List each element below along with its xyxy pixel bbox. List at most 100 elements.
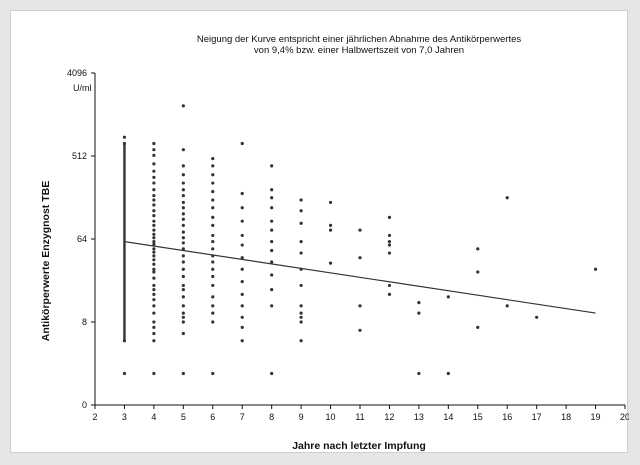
data-point (181, 304, 185, 308)
data-point (181, 320, 185, 324)
y-tick-label: 64 (77, 234, 87, 244)
data-point (328, 261, 333, 265)
data-point (387, 243, 392, 247)
data-point (211, 267, 215, 271)
data-point (270, 188, 274, 192)
data-point (211, 274, 215, 279)
data-point (152, 219, 156, 223)
data-point (240, 141, 244, 146)
data-point (240, 191, 244, 196)
data-point (181, 173, 185, 177)
data-point (387, 283, 392, 288)
data-point (152, 331, 156, 336)
chart-subtitle: von 9,4% bzw. einer Halbwertszeit von 7,… (254, 45, 464, 56)
data-point (122, 371, 127, 376)
data-point (358, 328, 362, 332)
data-point (299, 267, 303, 271)
data-point (181, 260, 185, 264)
data-point (181, 164, 185, 168)
data-point (152, 247, 156, 251)
data-point (152, 153, 156, 157)
data-point (240, 280, 244, 284)
data-point (299, 304, 303, 308)
x-tick-label: 13 (414, 412, 424, 422)
data-point (181, 230, 185, 234)
data-point (240, 292, 244, 296)
data-point (152, 148, 156, 152)
data-point (181, 283, 185, 288)
data-point (328, 200, 333, 205)
data-point (152, 175, 156, 179)
data-point (211, 198, 215, 202)
data-point (211, 223, 215, 227)
x-tick-label: 7 (240, 412, 245, 422)
x-tick-label: 4 (151, 412, 156, 422)
y-tick-label: 4096 (67, 68, 87, 78)
data-point (152, 239, 156, 244)
data-point (152, 254, 156, 258)
x-tick-label: 3 (122, 412, 127, 422)
x-tick-label: 8 (269, 412, 274, 422)
data-point (446, 295, 450, 299)
data-point (181, 267, 185, 271)
data-point (152, 258, 156, 262)
data-point (476, 325, 480, 329)
data-point (181, 315, 185, 319)
data-point (152, 339, 156, 343)
data-point (417, 301, 421, 305)
data-point (181, 200, 185, 205)
data-point (152, 198, 156, 202)
data-point (446, 371, 450, 376)
y-tick-label: 0 (82, 400, 87, 410)
data-point (240, 219, 244, 223)
data-point (211, 371, 215, 376)
x-tick-label: 18 (561, 412, 571, 422)
x-tick-label: 9 (299, 412, 304, 422)
data-point (505, 196, 509, 200)
data-point (387, 233, 392, 238)
data-point (240, 267, 244, 271)
data-point (240, 304, 244, 308)
chart-frame: Neigung der Kurve entspricht einer jährl… (10, 10, 629, 453)
data-point (152, 214, 156, 218)
data-point (211, 206, 215, 210)
scatter-chart: Neigung der Kurve entspricht einer jährl… (40, 34, 629, 452)
data-point (270, 219, 274, 223)
data-point (299, 320, 303, 324)
x-tick-label: 20 (620, 412, 629, 422)
data-point (211, 181, 215, 185)
data-point (240, 256, 244, 260)
data-point (299, 198, 303, 202)
data-point (270, 304, 274, 308)
data-point (211, 320, 215, 324)
data-point (358, 256, 362, 260)
data-point (387, 251, 392, 255)
trend-line (124, 240, 596, 314)
data-point (299, 251, 303, 255)
x-tick-label: 19 (591, 412, 601, 422)
data-point (152, 188, 156, 192)
x-tick-label: 2 (92, 412, 97, 422)
data-point (152, 236, 156, 240)
axes: 2 3 4 5 6 7 8 9 10 11 12 13 14 15 16 17 18 19 20 0 8 64 512 409… (67, 68, 629, 422)
data-point (211, 239, 215, 244)
data-point (122, 339, 127, 343)
data-point (122, 135, 127, 139)
data-point (270, 239, 274, 244)
data-point (358, 228, 362, 232)
data-point (270, 371, 274, 376)
y-tick-label: 8 (82, 317, 87, 327)
data-point (505, 304, 509, 308)
data-point (152, 320, 156, 324)
data-point (240, 339, 244, 343)
data-point (181, 236, 185, 240)
data-point (211, 156, 215, 161)
data-point (299, 209, 303, 213)
data-point (270, 206, 274, 210)
data-point (152, 232, 156, 236)
data-point (211, 215, 215, 219)
data-point (476, 270, 480, 274)
data-point (299, 283, 303, 288)
data-point (240, 243, 244, 247)
data-point (152, 304, 156, 308)
